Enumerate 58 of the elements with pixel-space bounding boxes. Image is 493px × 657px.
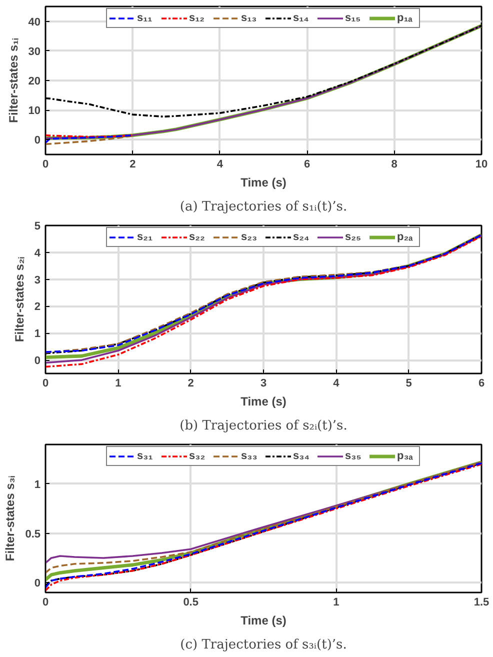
x-tick-label: 4: [216, 158, 224, 170]
x-tick-label: 6: [478, 378, 485, 390]
legend-label: s₁₄: [293, 11, 310, 25]
x-tick-label: 8: [391, 158, 398, 170]
x-tick-label: 1: [333, 596, 340, 608]
legend-label: p₂ₐ: [397, 230, 414, 244]
legend-label: s₃₂: [189, 449, 206, 463]
x-tick-label: 2: [188, 378, 194, 390]
x-tick-label: 3: [260, 378, 267, 390]
x-tick-label: 1: [115, 378, 122, 390]
x-tick-label: 0: [42, 596, 49, 608]
y-tick-label: 30: [28, 46, 41, 58]
legend-label: p₁ₐ: [397, 11, 414, 25]
x-tick-label: 4: [333, 378, 340, 390]
x-axis-title: Time (s): [240, 176, 286, 190]
y-tick-label: 40: [28, 16, 41, 28]
y-tick-label: 3: [34, 274, 41, 286]
x-tick-label: 1.5: [474, 596, 490, 608]
legend-label: s₂₅: [345, 230, 362, 244]
legend-label: s₂₄: [293, 230, 310, 244]
y-tick-label: 0: [34, 578, 41, 590]
x-axis-title: Time (s): [240, 394, 286, 408]
y-tick-label: 0: [34, 134, 41, 147]
legend-label: s₁₁: [137, 11, 154, 25]
text: (a) Trajectories of s₁ᵢ(t)’s.: [180, 200, 348, 214]
legend-label: s₃₄: [293, 449, 310, 463]
legend-label: p₃ₐ: [397, 449, 414, 463]
legend-label: s₁₂: [189, 11, 206, 25]
y-tick-label: 10: [28, 105, 41, 118]
x-tick-label: 0.5: [183, 596, 198, 608]
y-tick-label: 4: [34, 247, 42, 260]
y-axis-title: Filter-states s₂ᵢ: [12, 256, 26, 342]
legend-label: s₃₁: [137, 449, 154, 463]
y-tick-label: 1: [34, 328, 41, 340]
x-tick-label: 0: [42, 378, 49, 390]
x-tick-label: 10: [475, 158, 488, 170]
y-axis-title: Filter-states s₁ᵢ: [6, 38, 20, 123]
y-tick-label: 2: [34, 301, 41, 314]
legend-label: s₂₁: [137, 230, 154, 244]
x-tick-label: 5: [406, 378, 412, 390]
text: (c) Trajectories of s₃ᵢ(t)’s.: [180, 638, 347, 652]
y-tick-label: 5: [34, 220, 41, 232]
legend-label: s₃₃: [241, 449, 258, 463]
y-tick-label: 1: [34, 478, 41, 491]
text: (b) Trajectories of s₂ᵢ(t)’s.: [180, 418, 348, 434]
x-tick-label: 0: [42, 158, 49, 170]
legend-label: s₁₃: [241, 11, 258, 25]
legend-label: s₃₅: [345, 449, 362, 463]
legend-label: s₂₃: [241, 230, 258, 244]
y-tick-label: 0: [34, 355, 41, 368]
y-tick-label: 0.5: [25, 528, 41, 540]
x-tick-label: 2: [130, 158, 136, 170]
y-axis-title: Filter-states s₃ᵢ: [3, 476, 18, 562]
y-tick-label: 20: [28, 76, 41, 88]
legend-label: s₂₂: [189, 230, 206, 244]
x-tick-label: 6: [304, 158, 310, 170]
x-axis-title: Time (s): [240, 614, 286, 628]
legend-label: s₁₅: [345, 11, 362, 25]
